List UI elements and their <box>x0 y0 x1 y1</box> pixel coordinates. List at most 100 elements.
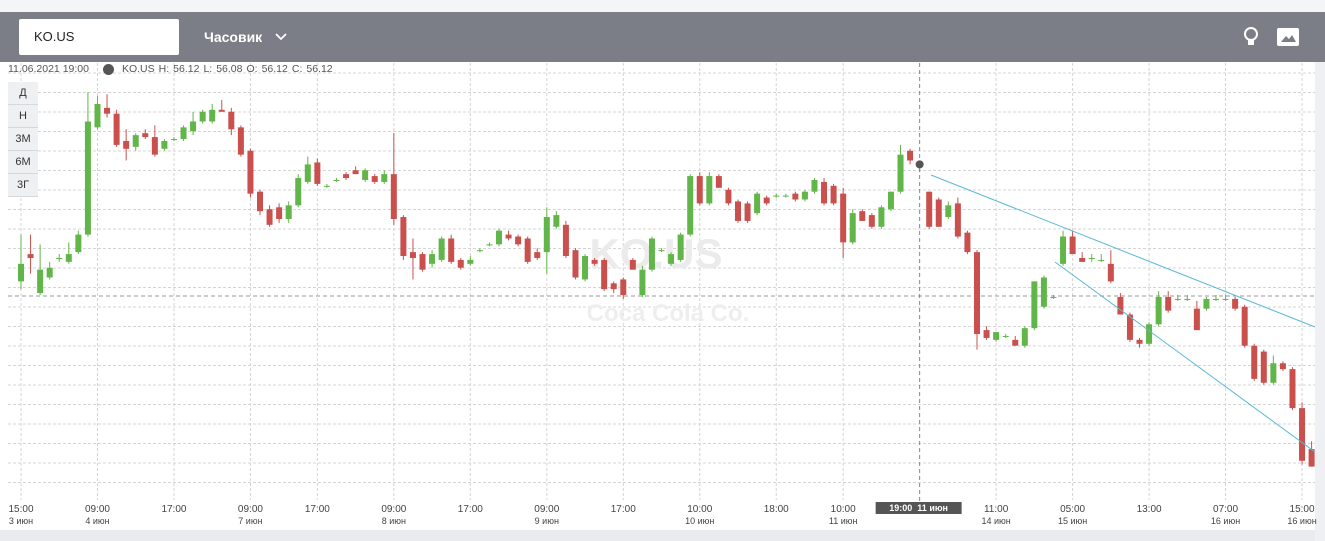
x-tick-label: 13:00 <box>1137 504 1162 515</box>
candle-body <box>151 137 158 155</box>
candle-body <box>304 164 311 182</box>
candle-body <box>1117 296 1124 315</box>
candle-body <box>897 154 904 192</box>
candle-body <box>170 139 177 141</box>
candle-body <box>935 199 942 227</box>
candle-body <box>610 283 617 290</box>
candle-body <box>46 267 53 278</box>
x-date-label: 11 июн <box>829 516 858 526</box>
candle-body <box>218 109 225 112</box>
candle-body <box>113 113 120 145</box>
chevron-icon <box>275 33 287 41</box>
candle-body <box>18 263 24 282</box>
period-button[interactable]: 6М <box>8 151 38 174</box>
candle-body <box>849 213 856 243</box>
candle-body <box>496 230 502 245</box>
candle-body <box>954 203 961 237</box>
candle-body <box>56 257 63 259</box>
candle-body <box>562 224 569 257</box>
candle-body <box>887 191 894 210</box>
x-tick-label: 15:00 <box>8 504 33 515</box>
candle-body <box>1174 298 1181 300</box>
info-symbol: KO.US <box>121 63 155 75</box>
info-line: 11.06.2021 19:00 KO.US H: 56.12 L: 56.08 O:… <box>8 63 333 75</box>
candle-body <box>132 135 139 147</box>
crosshair-label: 19:00 11 июн <box>889 503 948 513</box>
candle-body <box>907 150 914 161</box>
interval-label[interactable]: Часовик <box>204 29 263 45</box>
bottom-strip <box>0 530 1315 541</box>
candle-body <box>648 238 655 270</box>
period-button[interactable]: Н <box>8 105 38 128</box>
candle-body <box>123 140 130 149</box>
candle-body <box>190 121 197 132</box>
candle-body <box>840 193 847 243</box>
candle-body <box>438 238 445 260</box>
candle-body <box>161 140 168 149</box>
candle-body <box>926 191 933 227</box>
info-close-label: C: <box>291 63 303 75</box>
candle-body <box>1050 296 1057 298</box>
trend-line[interactable] <box>1054 261 1316 453</box>
candle-body <box>27 254 34 258</box>
candle-body <box>677 234 684 260</box>
info-datetime: 11.06.2021 19:00 <box>8 63 89 75</box>
candle-body <box>333 179 340 181</box>
period-buttons: Д Н 3М 6М 3Г <box>8 82 38 197</box>
x-tick-label: 17:00 <box>458 504 483 515</box>
candle-body <box>419 254 426 270</box>
candle-body <box>180 127 187 140</box>
candle-body <box>400 217 407 257</box>
period-button[interactable]: 3Г <box>8 174 38 197</box>
candle-body <box>266 209 273 225</box>
toolbar: KO.US Часовик <box>0 12 1325 62</box>
candle-body <box>37 269 44 294</box>
info-low: 56.08 <box>216 63 243 75</box>
x-tick-label: 09:00 <box>238 504 263 515</box>
x-date-label: 16 июн <box>1211 516 1240 526</box>
candle-body <box>1031 281 1038 329</box>
candle-body <box>744 203 751 221</box>
candle-body <box>1241 306 1248 346</box>
x-date-label: 8 июн <box>382 516 406 526</box>
candle-body <box>1136 339 1143 344</box>
candle-body <box>754 193 761 214</box>
crosshair-dot <box>915 160 924 169</box>
candle-body <box>1222 298 1229 300</box>
candle-body <box>237 127 244 155</box>
period-button[interactable]: Д <box>8 82 38 105</box>
candle-body <box>582 256 589 280</box>
candle-body <box>84 121 91 235</box>
interval-select[interactable]: Часовик <box>204 12 288 62</box>
x-tick-label: 11:00 <box>984 504 1009 515</box>
candle-body <box>859 211 866 221</box>
candle-body <box>1060 236 1067 264</box>
candle-body <box>199 111 206 122</box>
image-icon[interactable] <box>1276 27 1300 47</box>
candle-body <box>572 250 579 278</box>
info-low-label: L: <box>203 63 213 75</box>
candle-body <box>534 252 541 258</box>
candle-body <box>1203 298 1210 309</box>
x-tick-label: 09:00 <box>534 504 559 515</box>
candle-body <box>362 170 369 180</box>
candle-body <box>228 111 235 130</box>
x-date-label: 10 июн <box>685 516 714 526</box>
symbol-input[interactable]: KO.US <box>19 19 179 55</box>
candle-body <box>1107 263 1114 282</box>
period-button[interactable]: 3М <box>8 128 38 151</box>
trend-line[interactable] <box>930 174 1316 328</box>
candle-body <box>457 259 464 268</box>
candle-body <box>706 176 713 204</box>
info-high-label: H: <box>158 63 170 75</box>
x-tick-label: 07:00 <box>1213 504 1238 515</box>
bulb-icon[interactable] <box>1240 25 1262 49</box>
candle-body <box>257 191 263 212</box>
candle-body <box>505 234 512 239</box>
x-tick-label: 17:00 <box>305 504 330 515</box>
x-date-label: 4 июн <box>85 516 109 526</box>
info-open: 56.12 <box>261 63 288 75</box>
candle-body <box>1088 257 1095 259</box>
candle-body <box>467 259 474 264</box>
